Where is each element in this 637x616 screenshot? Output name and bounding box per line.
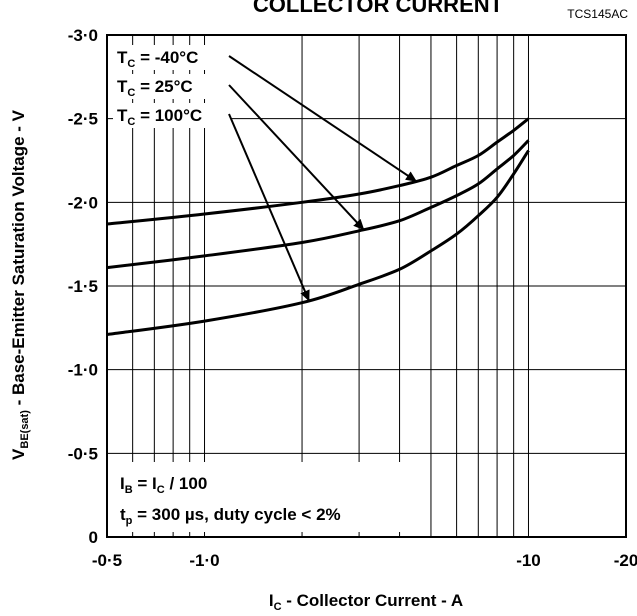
- y-tick-label: -1·5: [68, 277, 98, 296]
- x-axis-label-text: - Collector Current - A: [282, 591, 464, 610]
- conditions: IB = IC / 100 tp = 300 µs, duty cycle < 2…: [120, 474, 341, 527]
- x-tick-label: -10: [516, 551, 541, 570]
- series-line-1: [106, 139, 530, 270]
- x-tick-labels: -0·5 -1·0 -10 -20: [92, 551, 637, 570]
- reference-code: TCS145AC: [567, 7, 628, 21]
- legend-label-1: TC = 25°C: [117, 77, 193, 99]
- plot-frame: [106, 34, 627, 538]
- legend-arrow-2: [228, 113, 310, 302]
- legend-arrow-0: [228, 55, 417, 183]
- y-axis-label: VBE(sat) - Base-Emitter Saturation Volta…: [9, 109, 31, 460]
- condition-0: IB = IC / 100: [120, 474, 207, 496]
- series-line-2: [106, 149, 530, 336]
- conditions-box: [112, 462, 430, 532]
- y-tick-label: -1·0: [68, 361, 98, 380]
- y-tick-label: -3·0: [68, 26, 98, 45]
- x-axis-label-symbol: I: [269, 591, 274, 610]
- legend-label-bg: [113, 103, 231, 128]
- condition-1: tp = 300 µs, duty cycle < 2%: [120, 505, 341, 527]
- legend-label-bg: [113, 45, 231, 70]
- y-tick-labels: 0 -0·5 -1·0 -1·5 -2·0 -2·5 -3·0: [68, 26, 98, 547]
- series-line-0: [106, 117, 530, 226]
- legend-label-0: TC = -40°C: [117, 48, 198, 70]
- y-axis-label-symbol: V: [9, 448, 28, 460]
- y-tick-label: -2·5: [68, 110, 98, 129]
- legend-arrow-1: [228, 84, 365, 231]
- legend-label-bg: [113, 74, 231, 99]
- y-tick-label: 0: [89, 528, 98, 547]
- series-lines: [106, 117, 530, 336]
- x-axis-label: IC - Collector Current - A: [269, 591, 463, 613]
- x-axis-label-subscript: C: [274, 601, 282, 613]
- x-tick-label: -20: [614, 551, 637, 570]
- legend: TC = -40°C TC = 25°C TC = 100°C: [113, 45, 231, 128]
- x-tick-label: -0·5: [92, 551, 122, 570]
- y-tick-label: -0·5: [68, 444, 98, 463]
- grid: [107, 35, 626, 537]
- y-axis-label-text: - Base-Emitter Saturation Voltage - V: [9, 109, 28, 410]
- x-tick-label: -1·0: [189, 551, 219, 570]
- y-tick-label: -2·0: [68, 193, 98, 212]
- y-axis-label-subscript: BE(sat): [19, 410, 31, 449]
- chart-title: COLLECTOR CURRENT: [253, 0, 504, 17]
- legend-label-2: TC = 100°C: [117, 106, 202, 128]
- legend-arrows: [228, 55, 417, 302]
